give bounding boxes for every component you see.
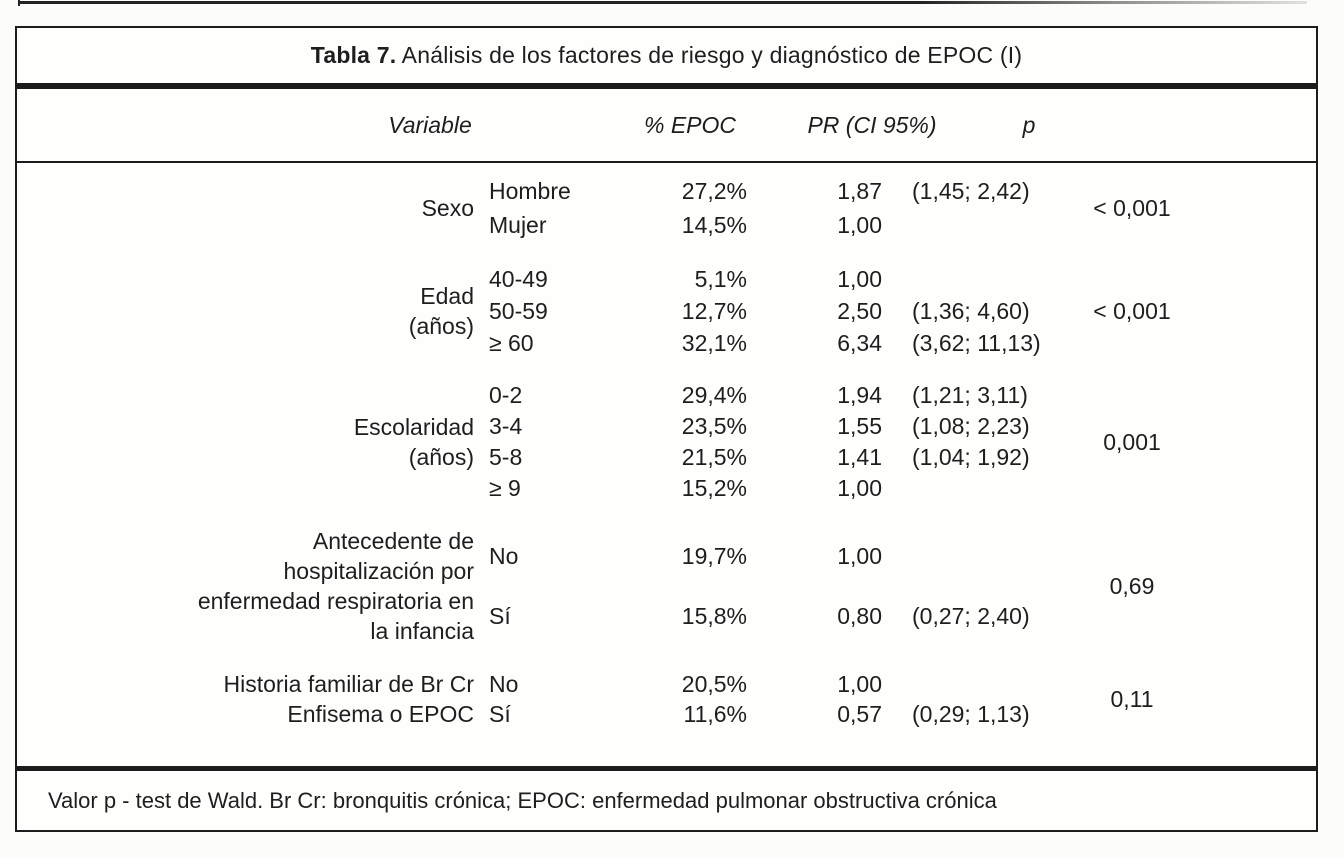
pr-cell: 2,50	[837, 297, 882, 324]
variable-label: Historia familiar de Br Cr Enfisema o EP…	[223, 671, 475, 727]
pct-epoc-cell: 11,6%	[683, 700, 747, 727]
footer-separator-rule	[17, 766, 1316, 771]
p-value-cell: 0,001	[1103, 428, 1161, 455]
previous-box-left-corner	[18, 0, 20, 6]
category-cell: No	[489, 542, 519, 569]
ci-cell: (1,04; 1,92)	[912, 444, 1030, 470]
pct-epoc-cell: 32,1%	[681, 329, 747, 356]
p-value-cell: 0,69	[1109, 572, 1155, 599]
pct-epoc-cell: 20,5%	[681, 670, 747, 697]
table-title-text: Análisis de los factores de riesgo y dia…	[396, 42, 1023, 68]
pr-cell: 1,41	[837, 444, 882, 470]
ci-cell: (1,36; 4,60)	[912, 297, 1030, 324]
column-header-p: p	[1022, 111, 1036, 138]
pct-epoc-cell: 12,7%	[681, 297, 747, 324]
p-value-cell: < 0,001	[1093, 297, 1171, 324]
ci-cell: (1,08; 2,23)	[912, 413, 1030, 439]
pr-cell: 0,80	[837, 602, 882, 629]
pr-cell: 6,34	[837, 329, 882, 356]
variable-label: Antecedente de hospitalización por enfer…	[197, 528, 474, 644]
pct-epoc-cell: 29,4%	[681, 382, 747, 408]
pr-cell: 1,00	[837, 670, 882, 697]
group-sexo: Sexo Hombre 27,2% 1,87 (1,45; 2,42) Muje…	[17, 174, 1316, 242]
group-historia-familiar: Historia familiar de Br Cr Enfisema o EP…	[17, 669, 1316, 729]
category-cell: 5-8	[489, 444, 523, 470]
pct-epoc-cell: 5,1%	[694, 265, 747, 292]
table-title-number: Tabla 7.	[310, 42, 397, 68]
table-footnote: Valor p - test de Wald. Br Cr: bronquiti…	[48, 787, 997, 813]
pct-epoc-cell: 15,8%	[681, 602, 747, 629]
pr-cell: 1,94	[837, 382, 882, 408]
category-cell: Mujer	[489, 211, 547, 238]
pct-epoc-cell: 14,5%	[681, 211, 747, 238]
group-edad: Edad (años) 40-49 5,1% 1,00 50-59 12,7% …	[17, 263, 1316, 359]
pct-epoc-cell: 15,2%	[681, 475, 747, 501]
pct-epoc-cell: 21,5%	[681, 444, 747, 470]
pr-cell: 1,00	[837, 475, 882, 501]
pct-epoc-cell: 19,7%	[681, 542, 747, 569]
ci-cell: (0,27; 2,40)	[912, 602, 1030, 629]
pr-cell: 1,55	[837, 413, 882, 439]
category-cell: 3-4	[489, 413, 523, 439]
pr-cell: 1,87	[837, 177, 882, 204]
p-value-cell: 0,11	[1110, 685, 1154, 712]
table-title: Tabla 7. Análisis de los factores de rie…	[17, 28, 1316, 83]
pr-cell: 0,57	[837, 700, 882, 727]
category-cell: ≥ 60	[489, 329, 534, 356]
category-cell: Sí	[489, 700, 511, 727]
title-separator-rule	[17, 83, 1316, 89]
ci-cell: (3,62; 11,13)	[912, 329, 1041, 356]
variable-label: Sexo	[421, 195, 474, 221]
table-7: Tabla 7. Análisis de los factores de rie…	[15, 26, 1318, 832]
category-cell: 0-2	[489, 382, 523, 408]
table-body: Sexo Hombre 27,2% 1,87 (1,45; 2,42) Muje…	[17, 163, 1316, 766]
pct-epoc-cell: 27,2%	[681, 177, 747, 204]
variable-label: Escolaridad (años)	[353, 414, 474, 470]
pr-cell: 1,00	[837, 265, 882, 292]
category-cell: Sí	[489, 602, 511, 629]
category-cell: 50-59	[489, 297, 548, 324]
column-header-variable: Variable	[388, 111, 472, 138]
column-header-pr-ci: PR (CI 95%)	[807, 111, 937, 138]
group-escolaridad: Escolaridad (años) 0-2 29,4% 1,94 (1,21;…	[17, 380, 1316, 504]
pr-cell: 1,00	[837, 542, 882, 569]
table-header-row: Variable % EPOC PR (CI 95%) p	[17, 89, 1316, 163]
variable-label: Edad (años)	[408, 283, 474, 339]
category-cell: No	[489, 670, 519, 697]
previous-box-bottom-edge	[18, 1, 1307, 4]
category-cell: ≥ 9	[489, 475, 521, 501]
column-header-pct-epoc: % EPOC	[643, 111, 737, 138]
category-cell: Hombre	[489, 177, 571, 204]
p-value-cell: < 0,001	[1093, 194, 1171, 221]
group-antecedente-hospitalizacion: Antecedente de hospitalización por enfer…	[17, 526, 1316, 646]
ci-cell: (1,21; 3,11)	[912, 382, 1028, 408]
category-cell: 40-49	[489, 265, 548, 292]
pct-epoc-cell: 23,5%	[681, 413, 747, 439]
pr-cell: 1,00	[837, 211, 882, 238]
ci-cell: (1,45; 2,42)	[912, 177, 1030, 204]
ci-cell: (0,29; 1,13)	[912, 700, 1030, 727]
